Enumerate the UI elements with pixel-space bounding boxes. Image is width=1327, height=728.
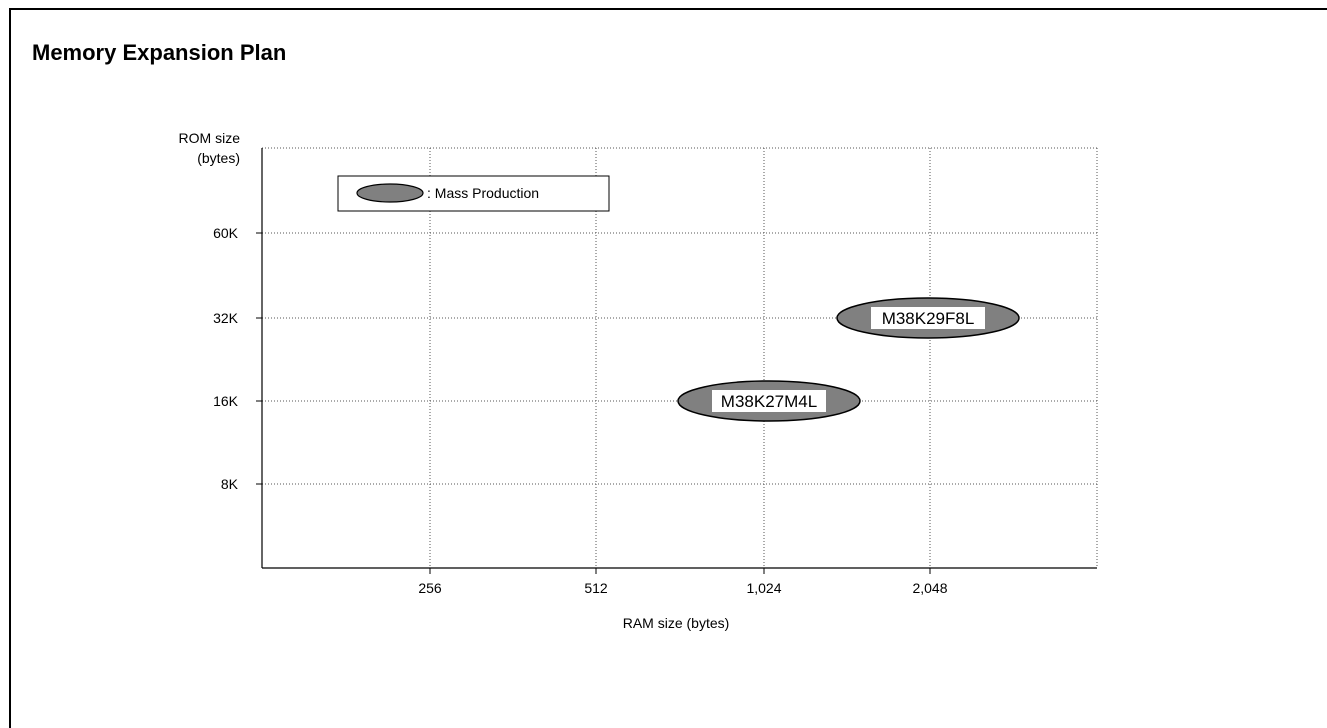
memory-expansion-chart: 8K 16K 32K 60K 256 512 1,024 2,048 RAM size (byt… [179,130,1098,631]
data-point-label-2: M38K29F8L [882,309,975,328]
x-tick-label-3: 1,024 [746,580,781,596]
y-tick-label-3: 32K [213,310,239,326]
figure-frame [9,8,1327,728]
y-axis-label-line-2: (bytes) [197,150,240,166]
y-tick-label-4: 60K [213,225,239,241]
y-tick-label-2: 16K [213,393,239,409]
x-tick-label-4: 2,048 [912,580,947,596]
x-tick-label-1: 256 [418,580,442,596]
legend-box [337,175,610,212]
data-point-label-bg-1 [712,390,826,412]
x-axis-label: RAM size (bytes) [623,615,730,631]
legend-entry-label: : Mass Production [427,185,539,201]
y-axis-label-line-1: ROM size [179,130,241,146]
page-title: Memory Expansion Plan [32,40,287,65]
data-point-label-bg-2 [871,307,985,329]
legend-swatch [356,183,424,203]
y-tick-label-1: 8K [221,476,239,492]
x-tick-label-2: 512 [584,580,608,596]
data-point-label-1: M38K27M4L [721,392,817,411]
